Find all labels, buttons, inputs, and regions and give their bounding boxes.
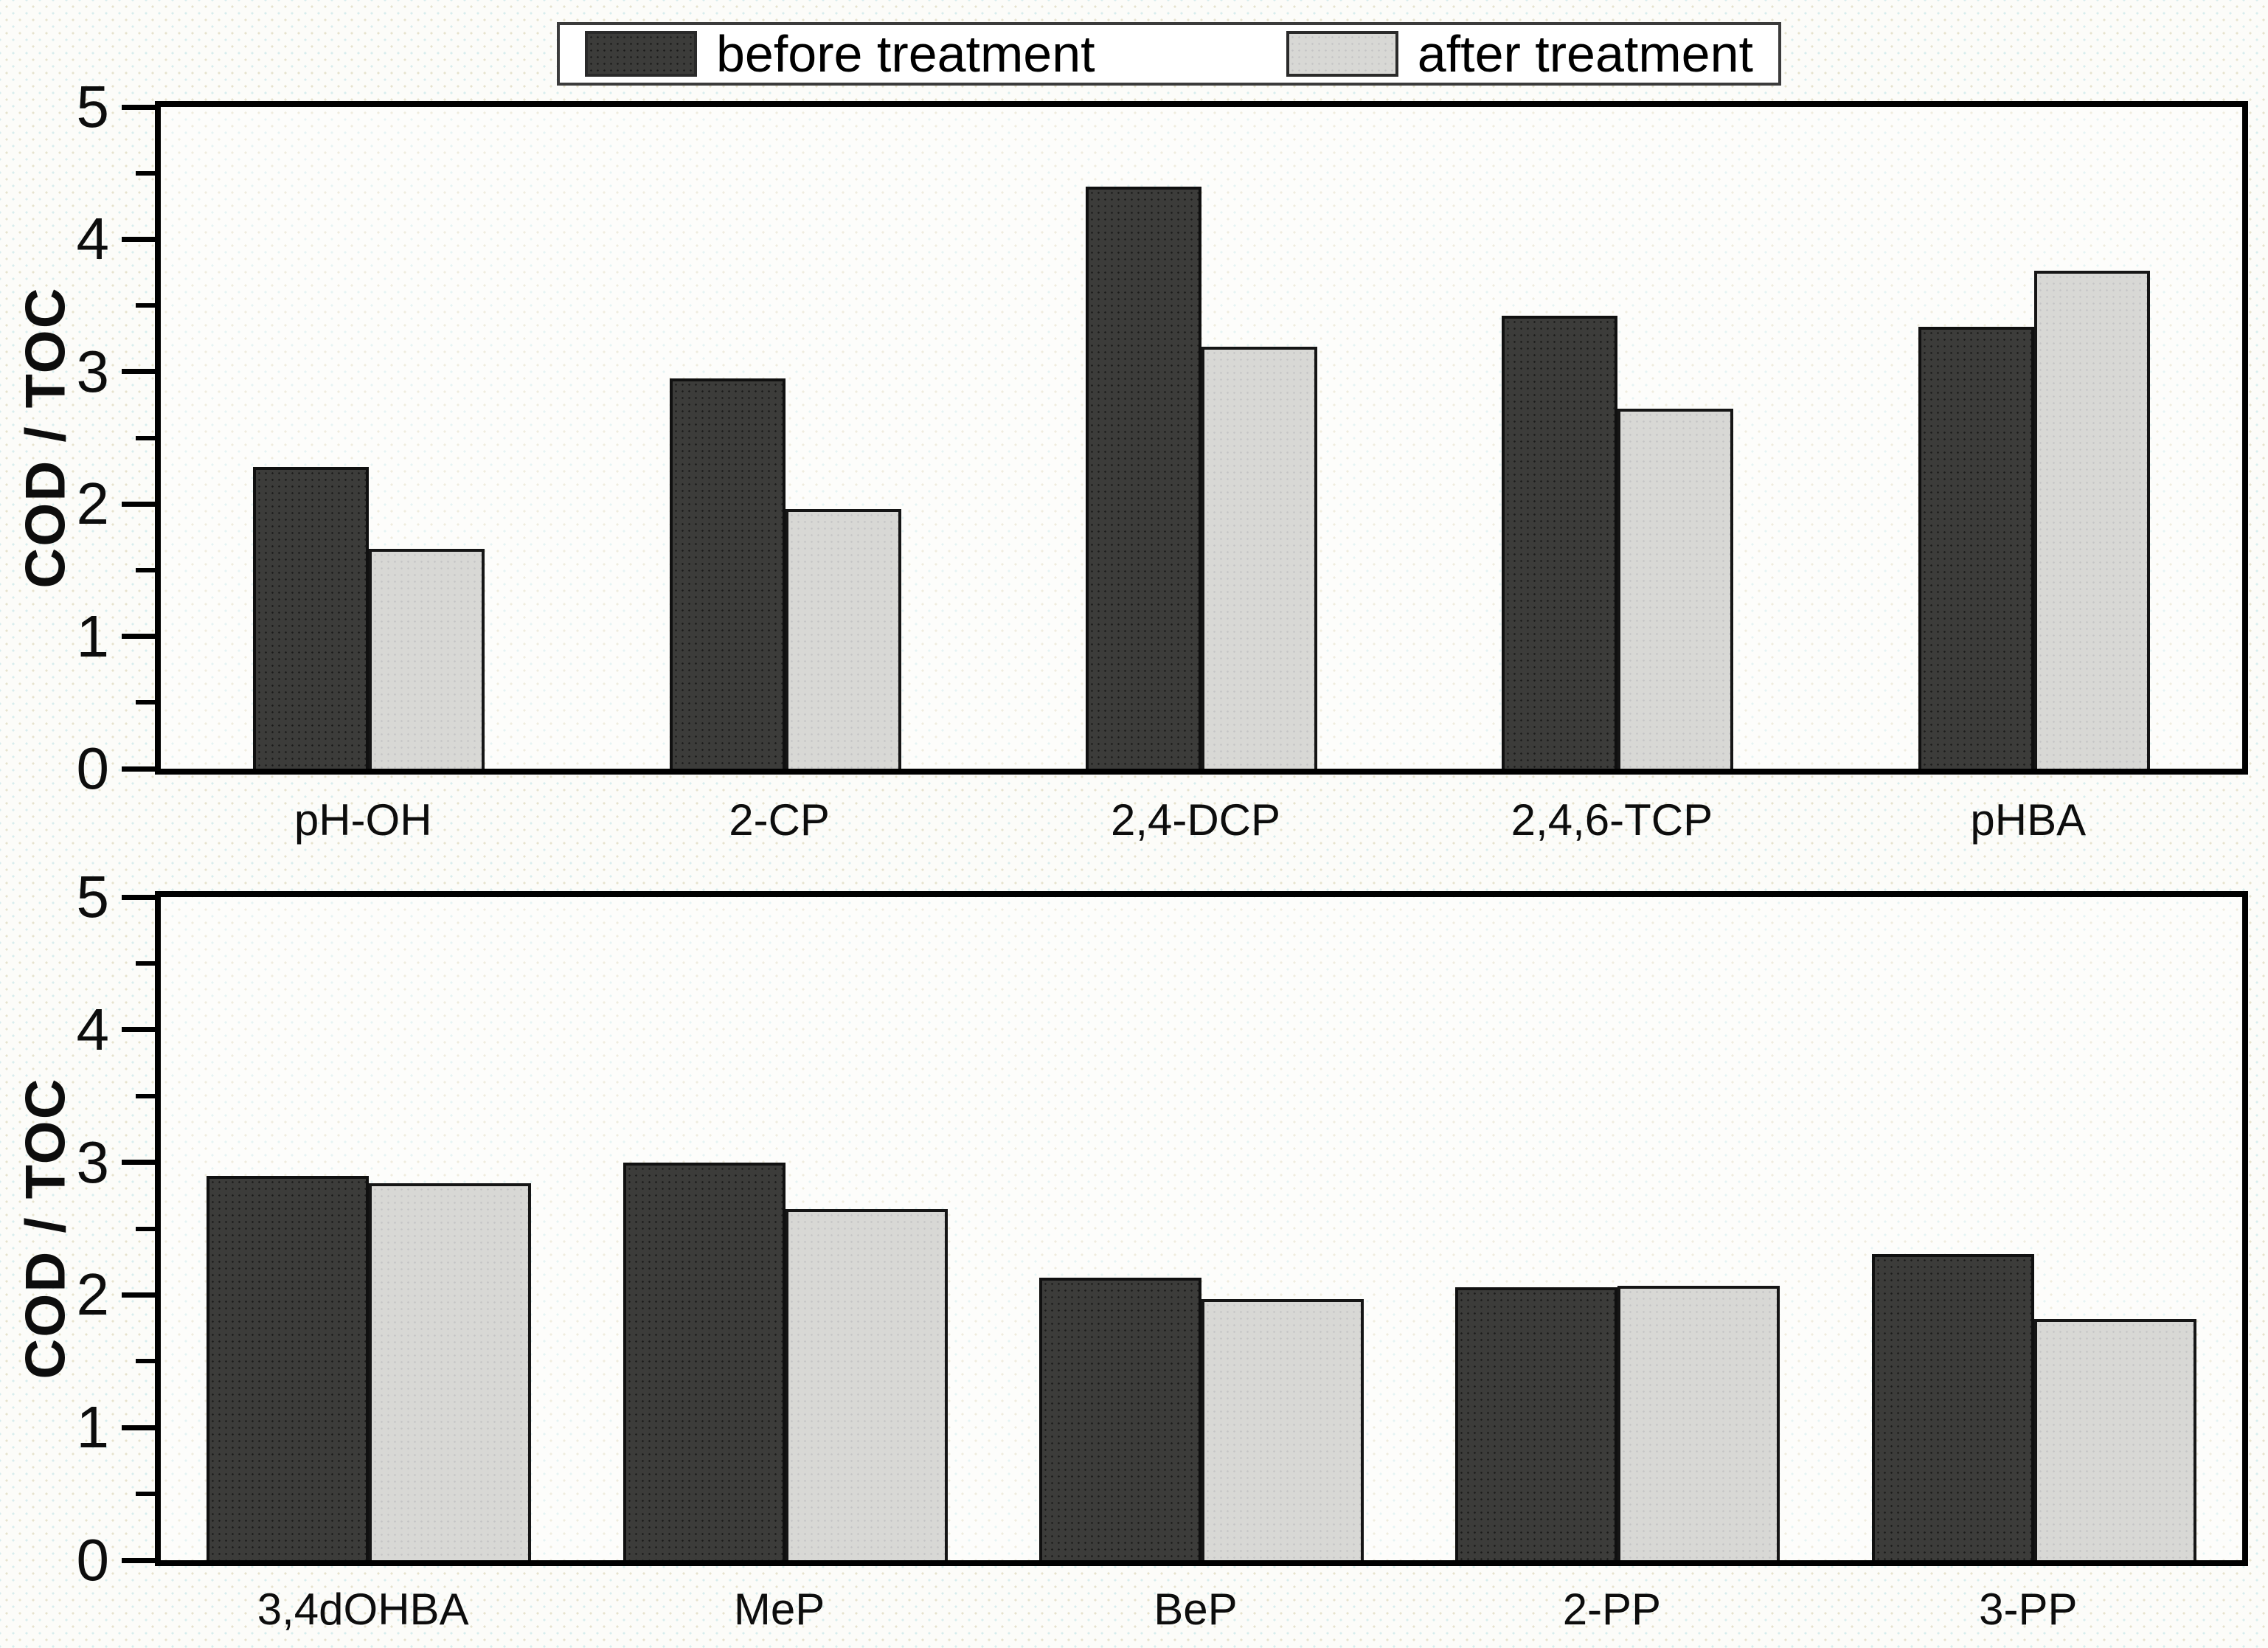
y-tick-label: 1: [76, 1394, 110, 1461]
y-tick: [122, 766, 155, 772]
y-tick: [122, 369, 155, 375]
y-tick-label: 4: [76, 206, 110, 272]
y-tick: [122, 1160, 155, 1166]
bar-before-3,4dOHBA: [207, 1175, 370, 1560]
y-tick: [122, 501, 155, 507]
legend-swatch-before: [585, 31, 697, 77]
legend-label-after: after treatment: [1417, 25, 1753, 83]
legend-swatch-after: [1286, 31, 1398, 77]
plot-area-top: 0 1 2 3 4 5: [77, 74, 2248, 801]
bar-after-pHBA: [2033, 271, 2150, 769]
y-axis-label-top: COD / TOC: [14, 286, 77, 589]
y-tick: [122, 236, 155, 242]
bar-after-pH-OH: [369, 549, 485, 769]
bar-after-2-CP: [785, 509, 901, 769]
y-tick: [122, 1292, 155, 1298]
x-category-label: BeP: [1154, 1585, 1238, 1634]
y-tick: [122, 894, 155, 900]
bar-before-pH-OH: [253, 466, 370, 769]
bar-before-2-PP: [1455, 1287, 1618, 1560]
x-axis-labels-bottom: 3,4dOHBA MeP BeP 2-PP 3-PP: [155, 1580, 2248, 1639]
x-category-label: pHBA: [1970, 795, 2087, 845]
x-category-label: 2-PP: [1562, 1585, 1662, 1634]
bar-before-pHBA: [1918, 326, 2034, 769]
y-tick: [136, 700, 155, 705]
bar-before-3-PP: [1871, 1253, 2034, 1560]
y-tick-label: 2: [76, 1261, 110, 1328]
y-tick-label: 0: [76, 1527, 110, 1593]
x-category-label: 3,4dOHBA: [257, 1585, 469, 1634]
bar-after-2-PP: [1617, 1285, 1780, 1560]
bar-after-MeP: [785, 1208, 948, 1560]
bar-before-2,4,6-TCP: [1502, 316, 1618, 769]
plot-area-bottom: 0 1 2 3 4 5: [77, 864, 2248, 1593]
y-tick: [122, 104, 155, 110]
y-tick-label: 0: [76, 735, 110, 801]
y-tick: [136, 170, 155, 176]
y-tick: [136, 435, 155, 440]
bar-before-BeP: [1039, 1278, 1201, 1560]
x-category-label: 3-PP: [1979, 1585, 2078, 1634]
bar-before-MeP: [623, 1162, 786, 1560]
legend-label-before: before treatment: [716, 25, 1095, 83]
y-tick: [122, 1424, 155, 1430]
bar-after-BeP: [1201, 1298, 1364, 1560]
y-tick: [136, 1093, 155, 1098]
y-tick: [136, 960, 155, 966]
x-category-label: MeP: [733, 1585, 825, 1634]
y-tick-label: 2: [76, 471, 110, 537]
y-tick: [136, 303, 155, 308]
y-tick-label: 4: [76, 996, 110, 1062]
bar-after-2,4,6-TCP: [1617, 409, 1734, 769]
y-tick: [122, 634, 155, 640]
bar-after-3,4dOHBA: [369, 1183, 532, 1560]
legend-item-after: after treatment: [1286, 24, 1753, 83]
legend: before treatment after treatment: [557, 22, 1781, 86]
y-tick-label: 3: [76, 338, 110, 404]
x-category-label: 2,4,6-TCP: [1511, 795, 1713, 845]
y-tick: [136, 1359, 155, 1364]
legend-item-before: before treatment: [585, 24, 1095, 83]
y-tick-label: 5: [76, 74, 110, 139]
bar-after-3-PP: [2033, 1318, 2196, 1560]
bar-before-2,4-DCP: [1086, 186, 1201, 769]
y-tick: [136, 1492, 155, 1497]
y-tick: [136, 567, 155, 572]
x-axis-labels-top: pH-OH 2-CP 2,4-DCP 2,4,6-TCP pHBA: [155, 791, 2248, 850]
y-tick-label: 3: [76, 1129, 110, 1195]
y-tick: [136, 1226, 155, 1231]
y-tick-label: 1: [76, 603, 110, 669]
y-tick: [122, 1557, 155, 1563]
bar-before-2-CP: [669, 378, 786, 769]
y-axis-label-bottom: COD / TOC: [14, 1077, 77, 1379]
x-category-label: 2-CP: [729, 795, 830, 845]
y-tick-label: 5: [76, 864, 110, 929]
x-category-label: 2,4-DCP: [1110, 795, 1281, 845]
x-category-label: pH-OH: [294, 795, 432, 845]
bar-after-2,4-DCP: [1201, 346, 1317, 769]
y-tick: [122, 1027, 155, 1033]
